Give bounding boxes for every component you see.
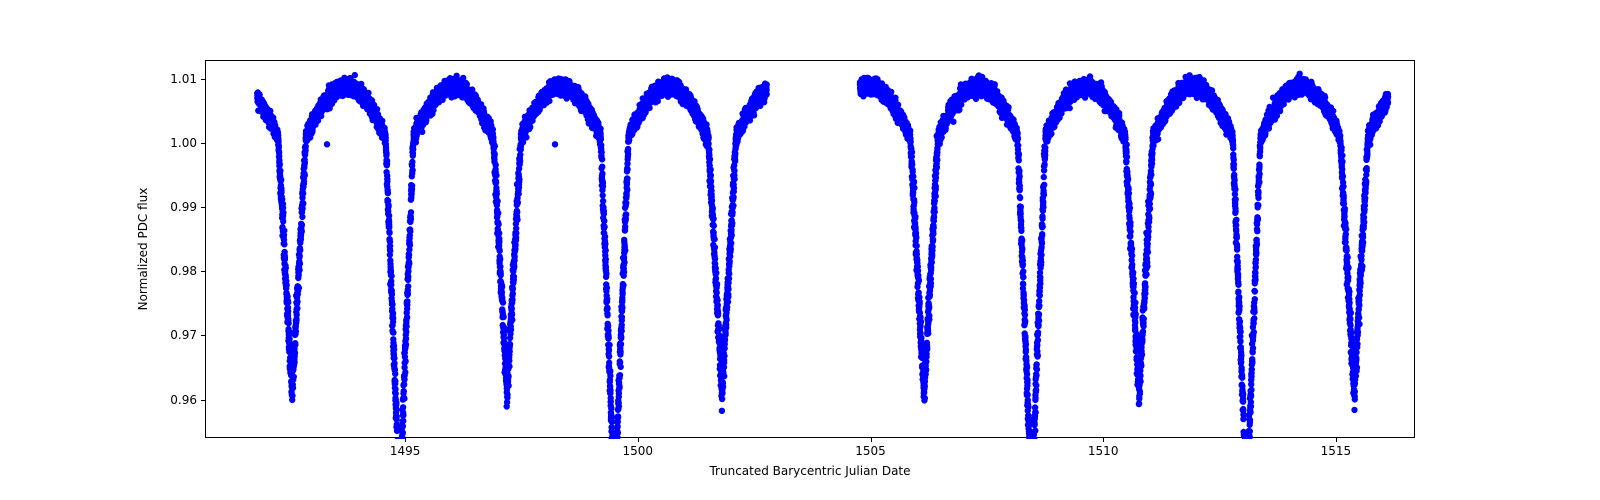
x-tick-label: 1515 [1321, 444, 1352, 458]
x-axis-label: Truncated Barycentric Julian Date [709, 464, 910, 478]
x-tick-label: 1495 [390, 444, 421, 458]
y-tick-mark [201, 143, 205, 144]
y-tick-label: 1.00 [161, 136, 197, 150]
x-tick-mark [405, 438, 406, 442]
figure: 1495 1500 1505 1510 1515 0.96 0.97 0.98 0.99 1.0… [0, 0, 1600, 500]
x-tick-label: 1510 [1088, 444, 1119, 458]
scatter-series [254, 71, 1391, 439]
y-tick-mark [201, 207, 205, 208]
y-tick-mark [201, 79, 205, 80]
y-tick-mark [201, 400, 205, 401]
scatter-points [206, 61, 1416, 439]
y-tick-label: 0.98 [161, 264, 197, 278]
y-tick-label: 1.01 [161, 72, 197, 86]
y-tick-label: 0.96 [161, 393, 197, 407]
x-tick-mark [871, 438, 872, 442]
y-tick-label: 0.97 [161, 328, 197, 342]
x-tick-mark [1336, 438, 1337, 442]
x-tick-mark [1103, 438, 1104, 442]
y-tick-mark [201, 271, 205, 272]
plot-area [205, 60, 1415, 438]
y-axis-label: Normalized PDC flux [136, 188, 150, 311]
x-tick-label: 1505 [855, 444, 886, 458]
y-tick-mark [201, 335, 205, 336]
x-tick-mark [638, 438, 639, 442]
x-tick-label: 1500 [623, 444, 654, 458]
y-tick-label: 0.99 [161, 200, 197, 214]
